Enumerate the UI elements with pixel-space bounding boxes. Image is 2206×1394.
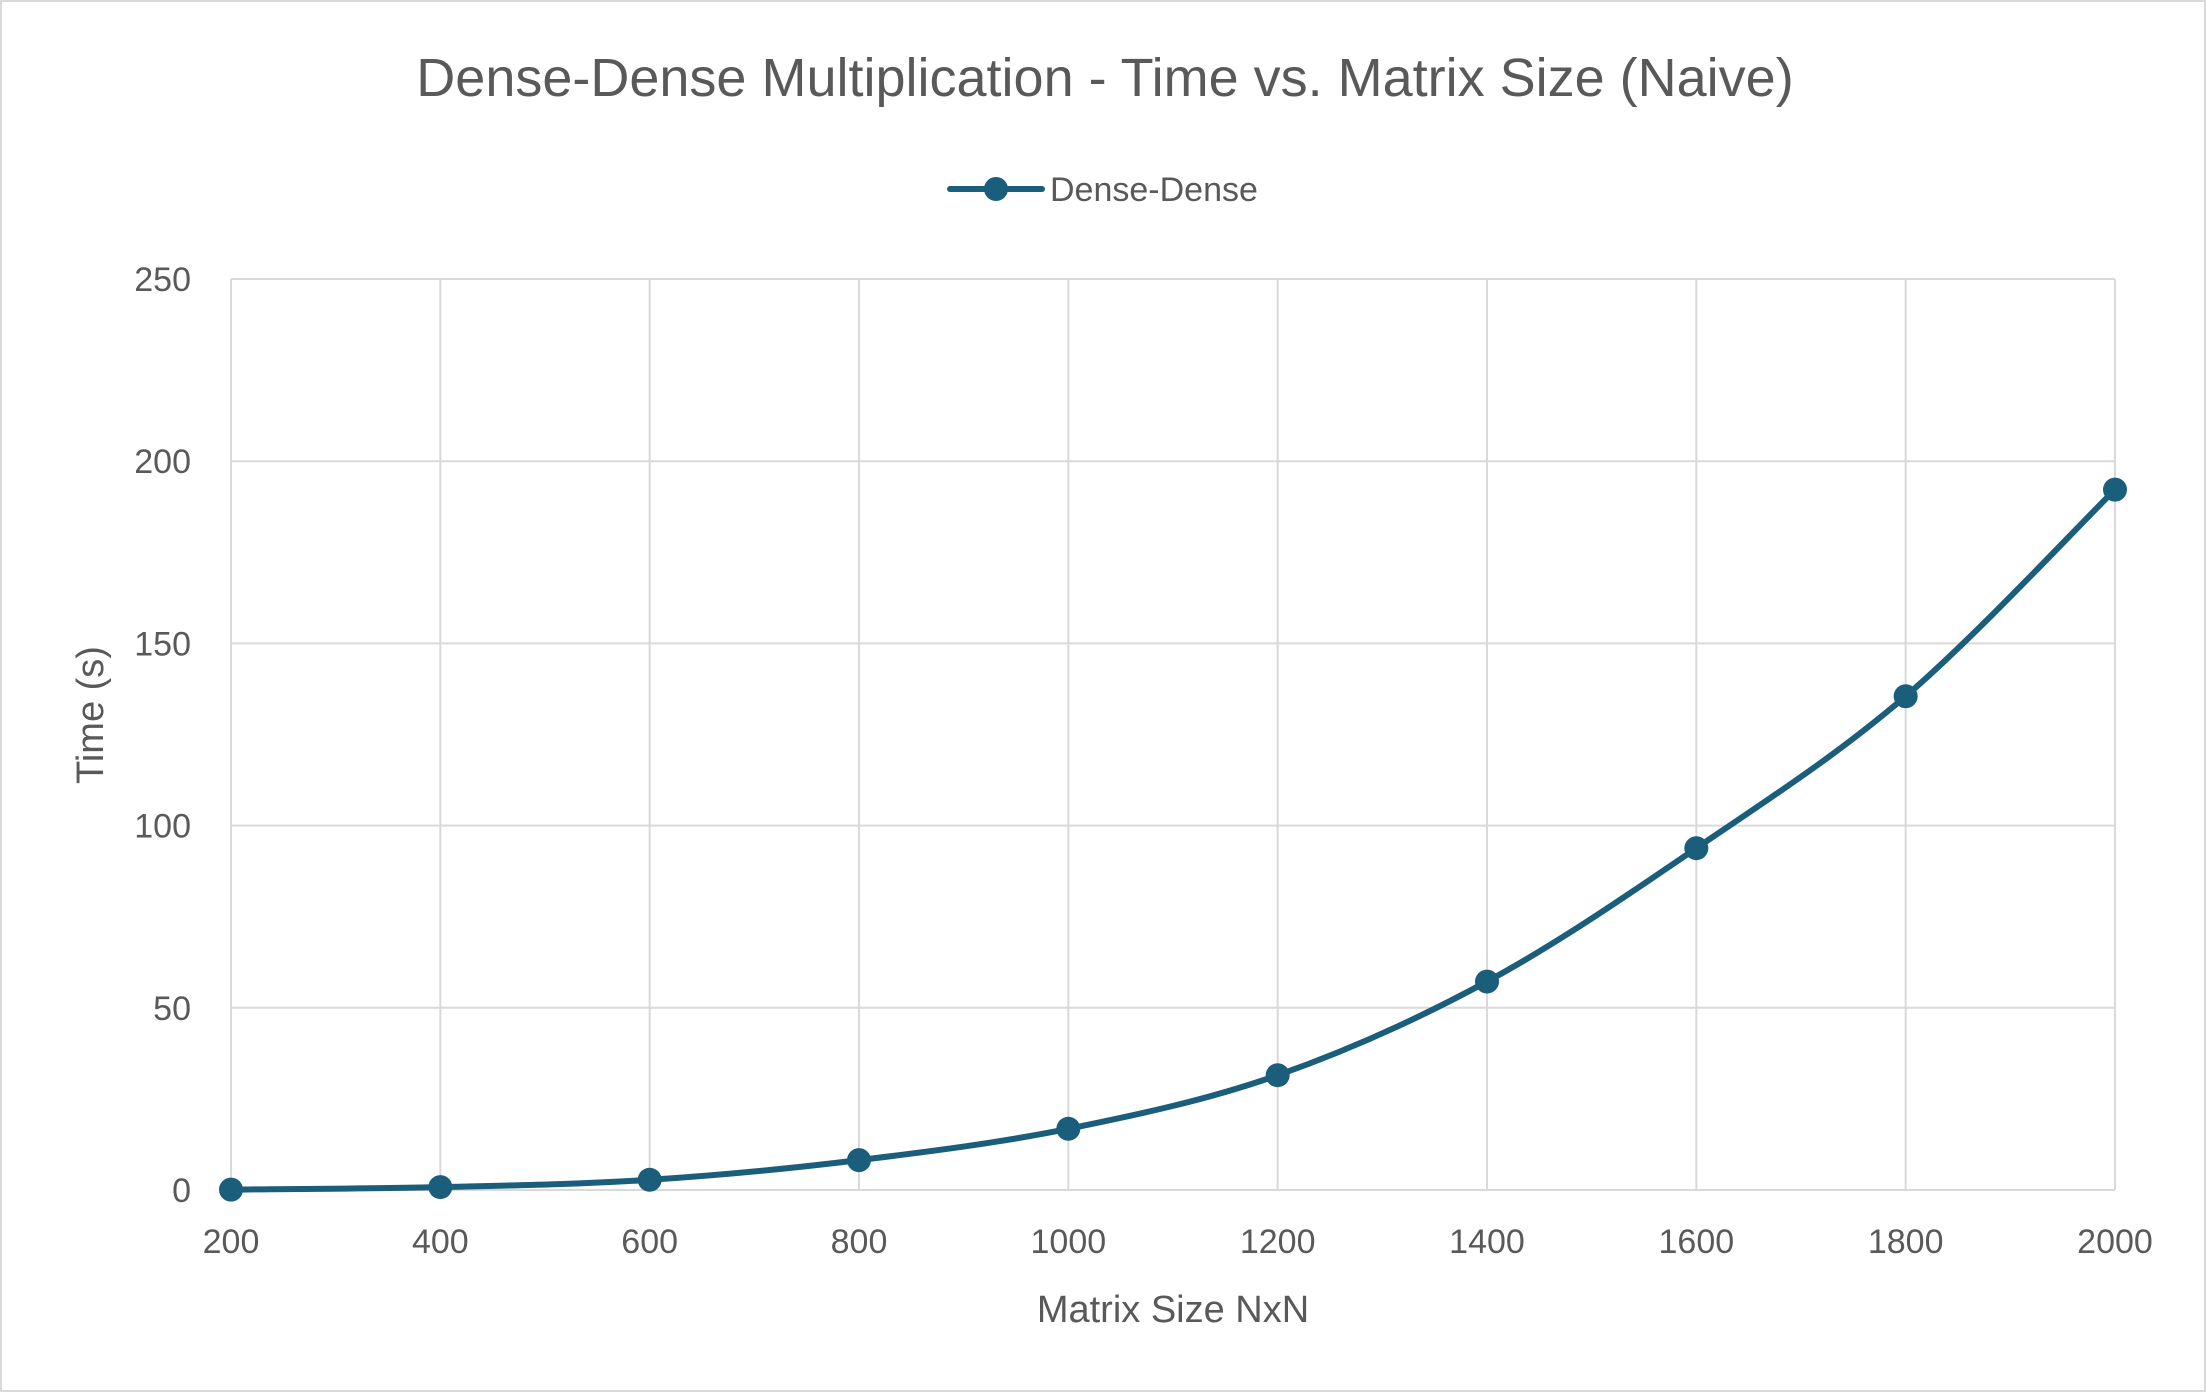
y-tick-label: 0 <box>172 1172 191 1210</box>
x-tick-label: 400 <box>412 1223 469 1261</box>
data-point-800 <box>847 1148 871 1173</box>
data-point-600 <box>637 1167 662 1192</box>
data-point-1200 <box>1265 1063 1290 1088</box>
x-tick-label: 1400 <box>1449 1223 1525 1261</box>
x-tick-label: 800 <box>831 1223 888 1261</box>
data-point-200 <box>219 1177 243 1202</box>
y-tick-label: 150 <box>134 625 191 663</box>
x-tick-label: 1000 <box>1031 1223 1107 1261</box>
data-point-1000 <box>1056 1116 1081 1141</box>
chart-title: Dense-Dense Multiplication - Time vs. Ma… <box>416 48 1793 108</box>
data-point-2000 <box>2103 477 2127 502</box>
y-tick-label: 50 <box>153 990 191 1028</box>
series-line-dense-dense <box>228 486 2118 1193</box>
x-tick-label: 1600 <box>1659 1223 1735 1261</box>
data-point-400 <box>428 1175 453 1200</box>
x-tick-label: 200 <box>203 1223 260 1261</box>
x-tick-label: 2000 <box>2077 1223 2153 1261</box>
x-axis-title: Matrix Size NxN <box>1037 1289 1309 1331</box>
x-axis-ticks: 200 400 600 800 1000 1200 1400 1600 1800 2000 <box>203 1223 2153 1261</box>
legend: Dense-Dense <box>947 171 1258 209</box>
grid <box>230 278 2116 1191</box>
y-tick-label: 200 <box>134 443 191 481</box>
x-tick-label: 1800 <box>1868 1223 1944 1261</box>
legend-dot-marker <box>984 177 1008 201</box>
x-tick-label: 600 <box>621 1223 678 1261</box>
data-point-1600 <box>1684 836 1709 861</box>
data-points <box>219 477 2127 1202</box>
x-tick-label: 1200 <box>1240 1223 1316 1261</box>
legend-label-dense-dense: Dense-Dense <box>1050 171 1258 209</box>
y-tick-label: 100 <box>134 808 191 846</box>
y-tick-label: 250 <box>134 261 191 299</box>
y-axis-title: Time (s) <box>70 646 112 784</box>
data-point-1800 <box>1893 684 1918 709</box>
data-point-1400 <box>1475 969 1499 994</box>
y-axis-ticks: 0 50 100 150 200 250 <box>134 261 191 1210</box>
